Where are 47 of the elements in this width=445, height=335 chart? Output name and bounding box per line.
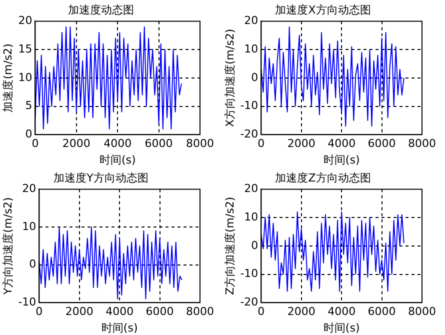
y-tick-label: 15 [18, 42, 32, 56]
x-axis-title: 时间(s) [323, 320, 360, 334]
x-tick-label: 6000 [144, 137, 173, 150]
x-tick-label: 4000 [104, 137, 132, 150]
chart-title: 加速度动态图 [68, 3, 134, 16]
y-tick-label: -20 [240, 127, 258, 140]
y-tick-label: 10 [244, 210, 258, 223]
y-tick-label: 10 [244, 42, 258, 56]
x-tick-label: 8000 [408, 304, 436, 318]
x-tick-label: 2000 [65, 304, 94, 318]
x-tick-label: 6000 [368, 137, 396, 150]
x-tick-label: 6000 [368, 304, 396, 318]
x-tick-label: 4000 [328, 137, 356, 150]
y-axis-title: Z方向加速度(m/s2) [223, 196, 236, 295]
y-tick-label: 10 [22, 219, 36, 232]
x-axis-title: 时间(s) [323, 153, 360, 166]
x-axis-title: 时间(s) [99, 153, 136, 166]
y-axis-title: X方向加速度(m/s2) [223, 28, 236, 128]
x-tick-label: 2000 [287, 304, 316, 318]
y-tick-label: -20 [240, 294, 258, 308]
y-tick-label: -10 [240, 99, 258, 112]
chart-title: 加速度Z方向动态图 [275, 170, 371, 184]
x-tick-label: 2000 [62, 137, 90, 150]
x-tick-label: 6000 [146, 304, 174, 318]
x-tick-label: 8000 [186, 137, 214, 150]
y-tick-label: 0 [25, 127, 32, 140]
y-tick-label: -10 [18, 294, 36, 308]
x-tick-label: 8000 [408, 137, 436, 150]
chart-title: 加速度X方向动态图 [275, 3, 371, 16]
chart-title: 加速度Y方向动态图 [54, 170, 148, 184]
y-axis-title: 加速度(m/s2) [1, 44, 14, 112]
x-tick-label: 8000 [186, 304, 214, 318]
y-tick-label: 10 [18, 70, 32, 84]
y-tick-label: 20 [244, 14, 258, 28]
y-tick-label: 0 [29, 257, 36, 270]
y-tick-label: 5 [25, 99, 32, 112]
x-tick-label: 2000 [287, 137, 316, 150]
y-tick-label: 20 [18, 14, 32, 28]
x-tick-label: 4000 [106, 304, 134, 318]
y-tick-label: 0 [251, 70, 258, 84]
y-tick-label: 0 [251, 238, 258, 252]
x-axis-title: 时间(s) [101, 320, 138, 334]
y-tick-label: 20 [244, 182, 258, 195]
y-axis-title: Y方向加速度(m/s2) [1, 196, 14, 296]
y-tick-label: -10 [240, 266, 258, 280]
y-tick-label: 20 [22, 182, 36, 195]
x-tick-label: 4000 [328, 304, 356, 318]
